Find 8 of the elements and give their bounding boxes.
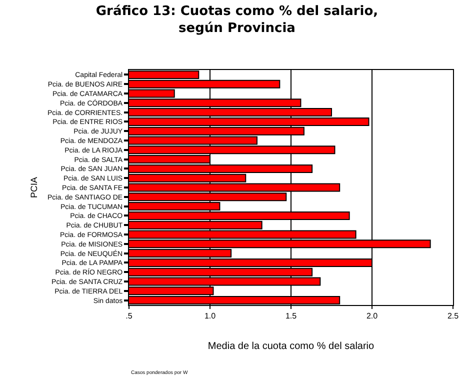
x-tick-label: .5	[126, 312, 133, 321]
x-tick-label: 1.0	[204, 312, 216, 321]
x-axis-title: Media de la cuota como % del salario	[208, 341, 375, 352]
x-tick-label: 1.5	[285, 312, 298, 321]
chart-title: Gráfico 13: Cuotas como % del salario, según Provincia	[96, 4, 378, 36]
x-tick-label: 2.0	[366, 312, 378, 321]
y-axis-title: PCIA	[28, 176, 39, 198]
x-tick-label: 2.5	[447, 312, 460, 321]
